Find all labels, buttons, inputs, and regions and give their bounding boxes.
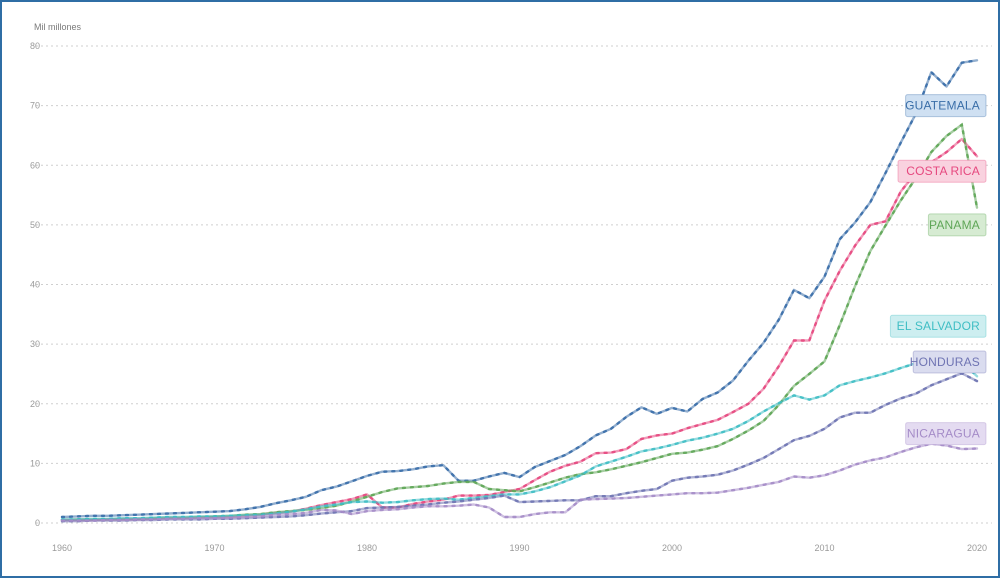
x-tick-label-2010: 2010	[814, 543, 834, 553]
x-tick-label-2020: 2020	[967, 543, 987, 553]
y-tick-label-0: 0	[35, 518, 40, 528]
series-line-guatemala	[60, 59, 979, 519]
x-tick-label-1970: 1970	[204, 543, 224, 553]
x-tick-label-2000: 2000	[662, 543, 682, 553]
y-tick-label-50: 50	[30, 220, 40, 230]
y-tick-label-80: 80	[30, 41, 40, 51]
series-label-guatemala: GUATEMALA	[905, 94, 987, 118]
x-tick-label-1960: 1960	[52, 543, 72, 553]
series-label-nicaragua: NICARAGUA	[905, 422, 987, 446]
y-tick-label-60: 60	[30, 160, 40, 170]
series-label-panama: PANAMA	[927, 213, 987, 237]
y-tick-label-30: 30	[30, 339, 40, 349]
series-label-box-nicaragua	[905, 422, 987, 446]
series-label-box-honduras	[912, 350, 987, 374]
series-group	[60, 59, 979, 523]
series-label-box-costa-rica	[897, 159, 987, 183]
series-labels: GUATEMALA COSTA RICA PANAMA EL SALVADOR HOND…	[889, 94, 987, 446]
series-label-honduras: HONDURAS	[910, 350, 987, 374]
series-label-el-salvador: EL SALVADOR	[889, 314, 987, 338]
series-label-text-el-salvador: EL SALVADOR	[897, 319, 980, 333]
y-tick-label-20: 20	[30, 399, 40, 409]
y-axis-ticks: 0 10 20 30 40 50 60 70 80	[30, 41, 40, 528]
series-label-text-costa-rica: COSTA RICA	[906, 164, 980, 178]
y-axis-unit-label: Mil millones	[34, 22, 82, 32]
y-tick-label-10: 10	[30, 458, 40, 468]
series-label-costa-rica: COSTA RICA	[897, 159, 987, 183]
series-label-text-honduras: HONDURAS	[910, 355, 980, 369]
y-tick-label-70: 70	[30, 101, 40, 111]
series-dots-guatemala	[60, 59, 979, 519]
series-label-box-panama	[927, 213, 987, 237]
series-dots-costa-rica	[60, 137, 979, 522]
series-dots-honduras	[60, 371, 979, 523]
series-label-box-guatemala	[905, 94, 987, 118]
series-line-panama	[60, 123, 979, 522]
grid	[36, 45, 992, 524]
x-axis-ticks: 1960 1970 1980 1990 2000 2010 2020	[52, 543, 987, 553]
series-label-text-nicaragua: NICARAGUA	[907, 427, 980, 441]
x-tick-label-1990: 1990	[509, 543, 529, 553]
series-line-nicaragua	[60, 442, 979, 522]
series-line-costa-rica	[60, 137, 979, 522]
series-line-honduras	[60, 372, 979, 523]
series-dots-nicaragua	[60, 442, 979, 522]
series-dots-el-salvador	[60, 360, 979, 521]
series-label-text-guatemala: GUATEMALA	[905, 99, 980, 113]
series-label-box-el-salvador	[889, 314, 987, 338]
y-tick-label-40: 40	[30, 280, 40, 290]
x-tick-label-1980: 1980	[357, 543, 377, 553]
series-label-text-panama: PANAMA	[929, 218, 980, 232]
